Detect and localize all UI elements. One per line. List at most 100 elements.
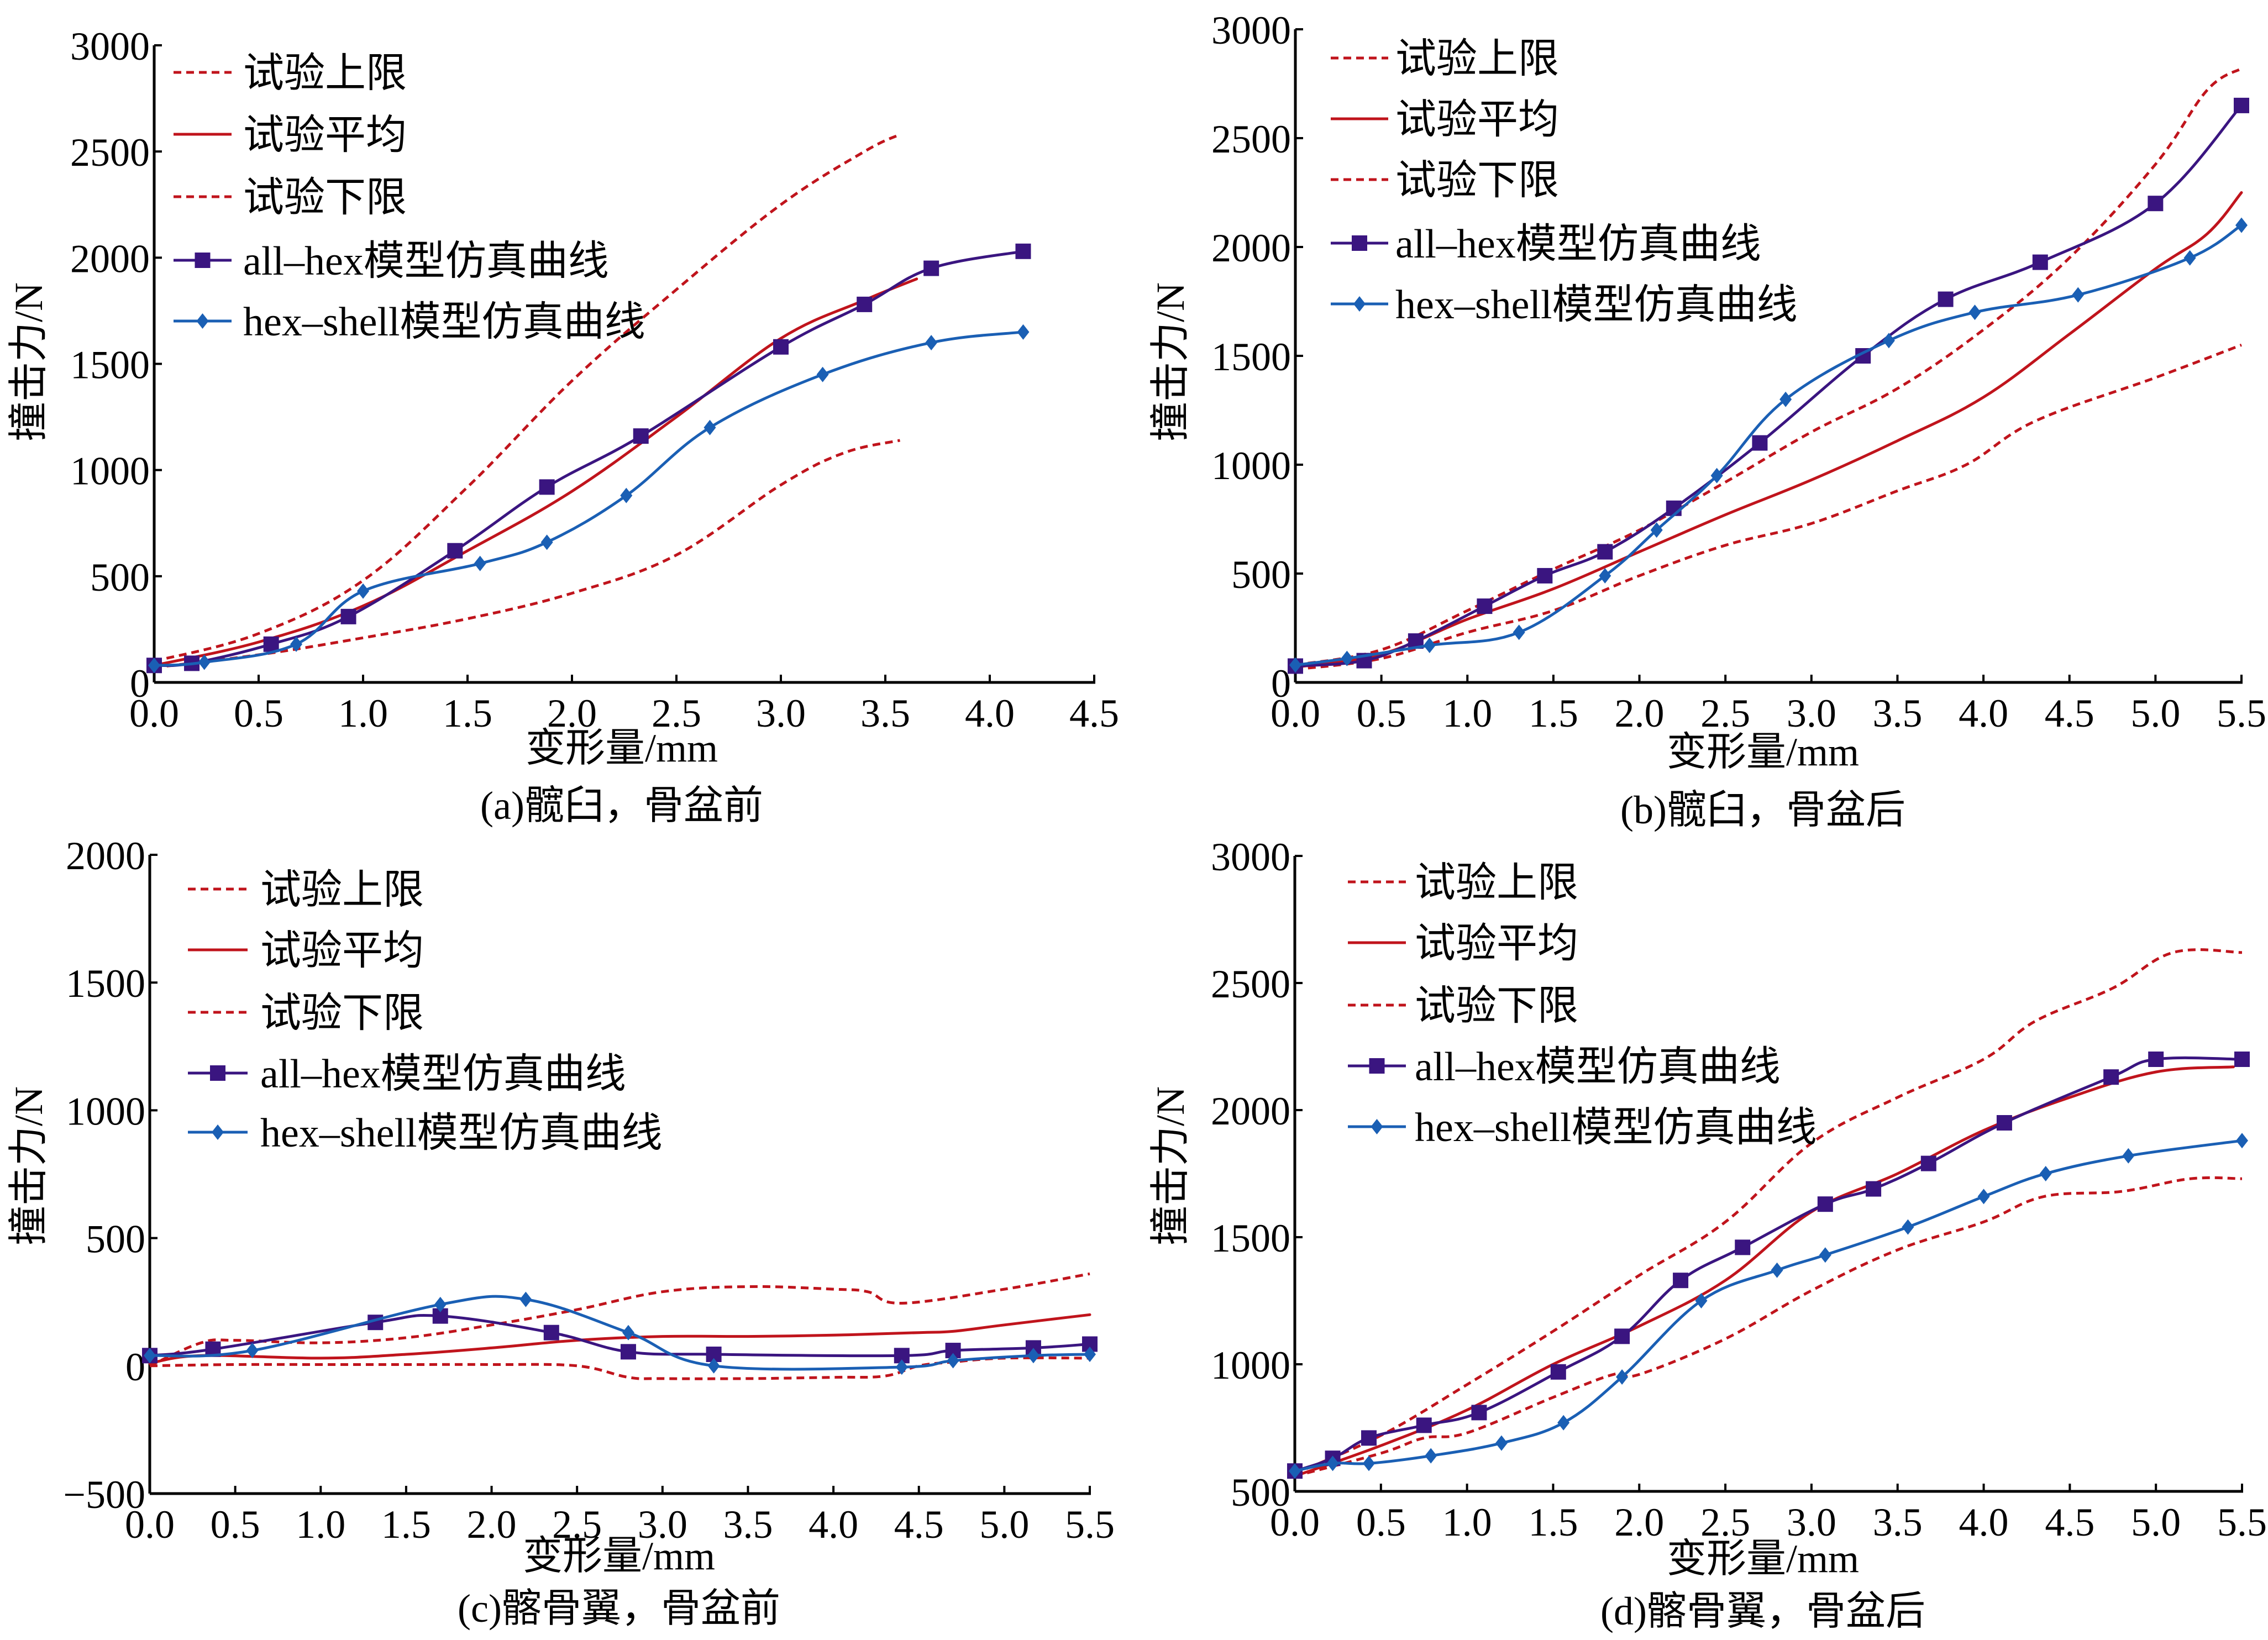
markers-hex-shell bbox=[1289, 217, 2248, 673]
x-tick-label: 1.5 bbox=[1528, 1500, 1578, 1544]
legend-item-upper: 试验上限 bbox=[188, 868, 424, 913]
data-point-diamond bbox=[1513, 624, 1525, 640]
data-point-diamond bbox=[1902, 1219, 1914, 1235]
data-point-diamond bbox=[1882, 333, 1895, 349]
data-point-diamond bbox=[620, 487, 633, 503]
x-tick-label: 2.5 bbox=[652, 691, 701, 735]
legend-label: 试验平均 bbox=[260, 928, 424, 974]
data-point-diamond bbox=[198, 654, 211, 670]
y-tick-label: 2000 bbox=[70, 236, 150, 281]
chart-caption: (d)髂骨翼，骨盆后 bbox=[1600, 1589, 1925, 1633]
data-point-diamond bbox=[707, 1358, 720, 1374]
markers-all-hex bbox=[1287, 1052, 2250, 1479]
data-point-diamond bbox=[1650, 522, 1663, 538]
x-tick-label: 3.5 bbox=[1872, 691, 1922, 735]
y-tick-label: 3000 bbox=[70, 24, 150, 69]
x-tick-label: 0.5 bbox=[211, 1502, 260, 1547]
legend-item-lower: 试验下限 bbox=[174, 175, 407, 220]
legend-marker-square bbox=[210, 1065, 225, 1081]
data-point-diamond bbox=[925, 335, 938, 351]
x-tick-label: 0.0 bbox=[125, 1502, 175, 1547]
x-tick-label: 4.0 bbox=[809, 1502, 858, 1547]
y-axis-title: 撞击力/N bbox=[7, 1086, 51, 1245]
data-point-diamond bbox=[2072, 287, 2085, 303]
y-axis-title: 撞击力/N bbox=[1148, 1086, 1193, 1245]
x-tick-label: 1.5 bbox=[381, 1502, 431, 1547]
data-point-diamond bbox=[622, 1324, 634, 1341]
data-point-square bbox=[1416, 1417, 1432, 1433]
data-point-diamond bbox=[1599, 567, 1611, 584]
x-tick-label: 0.5 bbox=[234, 691, 284, 735]
x-tick-label: 2.5 bbox=[1700, 691, 1750, 735]
data-point-square bbox=[340, 608, 356, 624]
legend-label: hex–shell模型仿真曲线 bbox=[243, 299, 645, 345]
series-line-upper bbox=[1294, 948, 2243, 1475]
data-point-square bbox=[1673, 1273, 1689, 1289]
y-tick-label: 500 bbox=[1231, 1470, 1290, 1515]
x-tick-label: 5.5 bbox=[2217, 1500, 2267, 1544]
y-tick-label: 3000 bbox=[1211, 8, 1291, 52]
series-line-hex-shell bbox=[153, 330, 1025, 667]
data-point-diamond bbox=[1616, 1369, 1629, 1385]
y-tick-label: 2500 bbox=[1211, 962, 1290, 1006]
data-point-diamond bbox=[519, 1291, 532, 1307]
legend-label: 试验平均 bbox=[1415, 921, 1578, 966]
x-tick-label: 3.0 bbox=[1787, 1500, 1836, 1544]
x-tick-label: 2.5 bbox=[1700, 1500, 1750, 1544]
chart-caption: (c)髂骨翼，骨盆前 bbox=[458, 1586, 780, 1631]
x-tick-label: 4.5 bbox=[894, 1502, 944, 1547]
data-point-square bbox=[857, 296, 873, 312]
data-point-square bbox=[263, 636, 279, 652]
data-point-square bbox=[1477, 598, 1493, 614]
data-point-diamond bbox=[947, 1353, 959, 1369]
y-tick-label: 2500 bbox=[70, 130, 150, 175]
legend-label: all–hex模型仿真曲线 bbox=[260, 1052, 626, 1097]
data-point-diamond bbox=[1027, 1348, 1040, 1364]
legend-marker-diamond bbox=[212, 1124, 224, 1140]
legend-item-hex-shell: hex–shell模型仿真曲线 bbox=[174, 299, 645, 345]
legend-item-mean: 试验平均 bbox=[1348, 921, 1578, 966]
series-line-lower bbox=[1295, 343, 2242, 671]
markers-all-hex bbox=[146, 243, 1031, 674]
x-tick-label: 1.0 bbox=[1442, 691, 1492, 735]
legend-item-upper: 试验上限 bbox=[1331, 36, 1559, 82]
data-point-square bbox=[1752, 435, 1768, 451]
legend-item-all-hex: all–hex模型仿真曲线 bbox=[174, 239, 609, 284]
x-tick-label: 3.5 bbox=[1873, 1500, 1923, 1544]
data-point-diamond bbox=[474, 555, 486, 571]
data-point-square bbox=[447, 543, 463, 559]
data-point-square bbox=[1015, 243, 1031, 259]
legend-label: 试验下限 bbox=[1395, 158, 1559, 203]
y-tick-label: 1500 bbox=[66, 961, 145, 1006]
legend-item-upper: 试验上限 bbox=[1348, 860, 1578, 906]
data-point-square bbox=[1735, 1239, 1751, 1255]
legend-label: 试验上限 bbox=[260, 868, 424, 913]
data-point-square bbox=[1537, 567, 1553, 584]
legend-label: hex–shell模型仿真曲线 bbox=[260, 1111, 663, 1156]
x-tick-label: 4.5 bbox=[2045, 1500, 2094, 1544]
x-tick-label: 3.5 bbox=[723, 1502, 773, 1547]
data-point-square bbox=[2148, 1052, 2164, 1067]
y-tick-label: 3000 bbox=[1211, 835, 1290, 879]
x-tick-label: 1.0 bbox=[296, 1502, 345, 1547]
data-point-square bbox=[1614, 1328, 1630, 1344]
x-axis-title: 变形量/mm bbox=[1667, 1537, 1859, 1581]
y-tick-label: 1000 bbox=[66, 1089, 145, 1133]
series-line-upper bbox=[154, 133, 901, 663]
legend-item-hex-shell: hex–shell模型仿真曲线 bbox=[188, 1111, 663, 1156]
x-tick-label: 3.0 bbox=[638, 1502, 687, 1547]
x-tick-label: 0.0 bbox=[1271, 691, 1320, 735]
legend-item-all-hex: all–hex模型仿真曲线 bbox=[1331, 222, 1761, 267]
chart-caption: (b)髋臼，骨盆后 bbox=[1620, 788, 1905, 832]
x-axis-title: 变形量/mm bbox=[523, 1534, 715, 1578]
x-tick-label: 2.0 bbox=[1614, 1500, 1664, 1544]
data-point-diamond bbox=[1363, 1455, 1376, 1471]
y-tick-label: 1000 bbox=[1211, 444, 1291, 488]
legend-label: 试验上限 bbox=[243, 51, 407, 96]
data-point-diamond bbox=[1341, 650, 1353, 666]
legend-item-hex-shell: hex–shell模型仿真曲线 bbox=[1331, 282, 1798, 328]
data-point-diamond bbox=[2122, 1148, 2135, 1164]
x-tick-label: 3.0 bbox=[756, 691, 806, 735]
data-point-diamond bbox=[816, 366, 829, 382]
